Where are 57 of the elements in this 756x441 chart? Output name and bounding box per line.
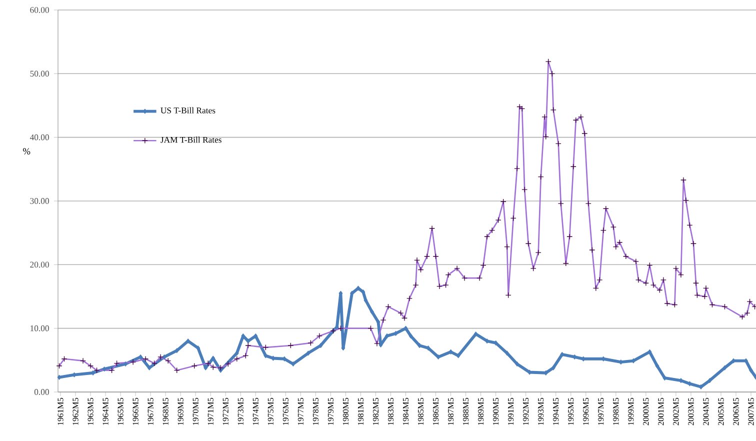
x-tick-label: 2001M5 [658, 398, 664, 426]
x-tick-label: 1996M5 [583, 398, 589, 425]
x-tick-label: 1982M5 [372, 398, 379, 425]
legend-label: JAM T-Bill Rates [160, 136, 222, 143]
x-tick-label: 1961M5 [58, 398, 64, 425]
x-tick-label: 1977M5 [298, 398, 304, 425]
x-tick-label: 1998M5 [613, 398, 619, 425]
x-tick-label: 1988M5 [463, 398, 469, 425]
x-tick-label: 1995M5 [568, 398, 574, 425]
x-tick-label: 1999M5 [628, 398, 634, 425]
x-tick-label: 2007M5 [748, 398, 754, 426]
x-tick-label: 1993M5 [538, 398, 544, 425]
x-tick-label: 1974M5 [252, 398, 258, 425]
y-tick-label: 10.00 [30, 325, 49, 332]
x-tick-label: 1985M5 [418, 398, 424, 425]
x-tick-label: 1997M5 [598, 398, 604, 425]
x-tick-label: 1981M5 [358, 398, 364, 425]
x-tick-label: 2006M5 [733, 398, 739, 426]
x-tick-label: 1975M5 [268, 398, 274, 425]
x-tick-label: 1966M5 [132, 398, 138, 425]
x-tick-label: 1964M5 [102, 398, 108, 425]
y-tick-label: 60.00 [30, 7, 49, 13]
y-tick-label: 0.00 [34, 389, 49, 395]
y-tick-label: 30.00 [30, 198, 49, 204]
y-tick-label: 50.00 [30, 70, 49, 77]
x-tick-label: 1965M5 [118, 398, 124, 425]
x-tick-label: 1971M5 [208, 398, 214, 425]
x-tick-label: 2000M5 [643, 398, 649, 426]
x-tick-label: 1991M5 [508, 398, 514, 425]
x-tick-label: 1980M5 [342, 398, 349, 425]
x-tick-label: 1986M5 [432, 398, 439, 425]
x-tick-label: 1994M5 [553, 398, 559, 425]
x-tick-label: 1987M5 [448, 398, 454, 425]
legend-label: US T-Bill Rates [160, 107, 216, 114]
x-tick-label: 1978M5 [312, 398, 318, 425]
x-tick-label: 2003M5 [688, 398, 694, 426]
x-tick-label: 2005M5 [718, 398, 724, 426]
x-tick-label: 1963M5 [88, 398, 94, 425]
x-tick-label: 1969M5 [178, 398, 184, 425]
x-tick-label: 1979M5 [328, 398, 334, 425]
x-tick-label: 1989M5 [478, 398, 484, 425]
x-tick-label: 1970M5 [192, 398, 198, 425]
x-tick-label: 1990M5 [493, 398, 499, 425]
x-tick-label: 1972M5 [222, 398, 228, 425]
x-tick-label: 1973M5 [238, 398, 244, 425]
x-tick-label: 1967M5 [148, 398, 154, 425]
x-tick-label: 1976M5 [282, 398, 288, 425]
x-tick-label: 1992M5 [523, 398, 529, 425]
x-tick-label: 1983M5 [388, 398, 394, 425]
x-tick-label: 2004M5 [703, 398, 709, 426]
x-tick-label: 2002M5 [673, 398, 679, 426]
y-tick-label: 40.00 [30, 134, 49, 140]
x-tick-label: 1968M5 [162, 398, 168, 425]
y-tick-label: 20.00 [30, 262, 49, 268]
y-axis-title: % [23, 148, 30, 154]
x-tick-label: 1962M5 [72, 398, 78, 425]
x-tick-label: 1984M5 [402, 398, 409, 425]
